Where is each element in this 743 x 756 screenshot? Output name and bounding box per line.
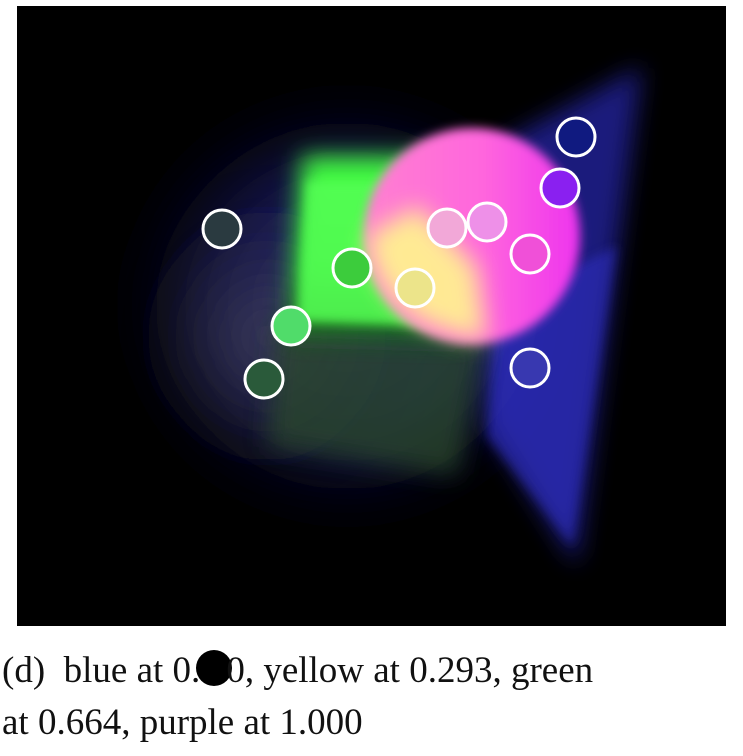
caption-text-part1: blue at 0. [63, 650, 201, 691]
caption-text-part2: 0, yellow at 0.293, green [226, 650, 594, 691]
marker-circle [394, 267, 436, 309]
marker-circle [270, 305, 312, 347]
marker-circle [331, 247, 373, 289]
color-field-figure [17, 6, 726, 626]
caption-line-1: (d) blue at 0. 0, yellow at 0.293, green [2, 645, 742, 697]
marker-circle [243, 358, 285, 400]
figure-caption: (d) blue at 0. 0, yellow at 0.293, green … [2, 645, 742, 749]
marker-circle [509, 233, 551, 275]
marker-circle [539, 167, 581, 209]
black-dot-occlusion [196, 650, 233, 686]
color-field-canvas [17, 6, 726, 626]
marker-circle [509, 347, 551, 389]
marker-circle [201, 208, 243, 250]
caption-label: (d) [2, 650, 46, 691]
marker-circle [466, 201, 508, 243]
marker-group [201, 116, 597, 400]
marker-circle [555, 116, 597, 158]
marker-circle [426, 207, 468, 249]
caption-line-2: at 0.664, purple at 1.000 [2, 702, 363, 743]
